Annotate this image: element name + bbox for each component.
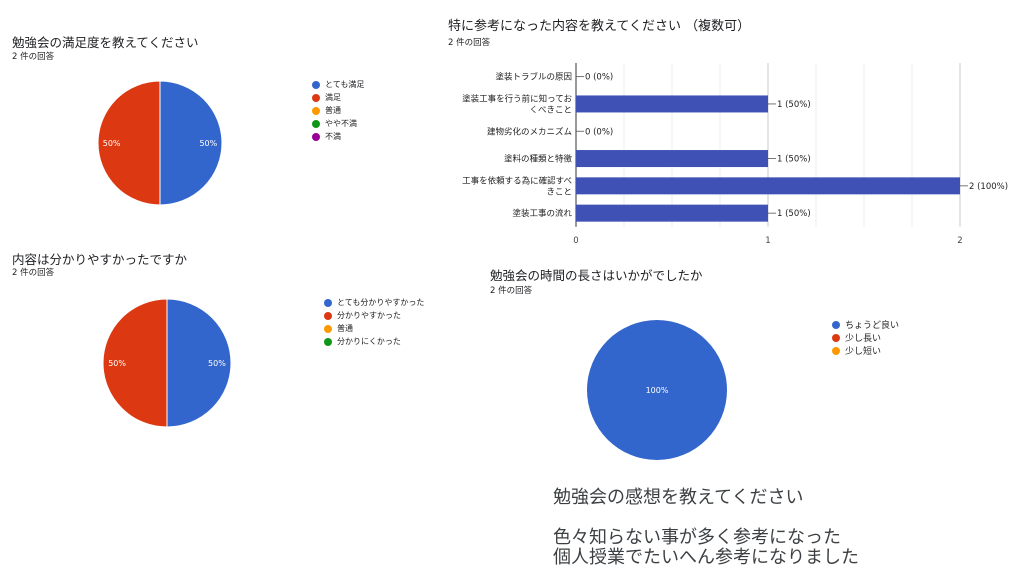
slice-label: 50% — [208, 359, 226, 368]
response-count: 2 件の回答 — [12, 52, 55, 62]
category-label: 建物劣化のメカニズム — [487, 126, 572, 137]
legend-swatch — [832, 333, 840, 342]
pie-slice — [159, 80, 223, 206]
legend-swatch — [324, 337, 332, 346]
legend-item: とても満足 — [312, 78, 364, 91]
chart-title: 勉強会の満足度を教えてください — [12, 35, 199, 50]
response-count: 2 件の回答 — [12, 268, 55, 278]
legend-label: とても分かりやすかった — [337, 298, 425, 307]
legend: とても分かりやすかった 分かりやすかった 普通分かりにくかった — [324, 296, 424, 348]
category-label: 塗料の種類と特徴 — [504, 154, 573, 165]
legend-item: 普通 — [312, 104, 364, 117]
pie-chart-understanding: 50% 50% — [102, 298, 232, 428]
response-count: 2 件の回答 — [448, 38, 491, 48]
comments-heading: 勉強会の感想を教えてください — [553, 487, 804, 508]
slice-label: 50% — [199, 139, 217, 148]
legend-label: 分かりやすかった — [337, 311, 401, 320]
legend-label: 普通 — [325, 106, 341, 115]
bar-chart-topics: 0 1 2 塗装トラブルの原因 0 (0%) 塗装工事を行う前に知っておくべきこと 1 (5… — [462, 63, 1008, 246]
data-label: 0 (0%) — [585, 127, 613, 137]
category-label: 塗装工事を行う前に知っておくべきこと — [462, 93, 572, 115]
data-label: 1 (50%) — [777, 100, 811, 110]
tick-label: 1 — [765, 236, 770, 246]
legend-item: 少し長い — [832, 331, 899, 344]
legend-swatch — [312, 119, 320, 128]
bar — [576, 204, 768, 222]
legend-swatch — [324, 324, 332, 333]
chart-title: 特に参考になった内容を教えてください （複数可） — [448, 19, 751, 34]
legend-label: 不満 — [325, 132, 341, 141]
pie-slice — [587, 320, 727, 460]
legend-item: 満足 — [312, 91, 364, 104]
category-label: 塗装トラブルの原因 — [495, 72, 572, 83]
slice-label: 50% — [108, 359, 126, 368]
legend-item: 分かりやすかった — [324, 309, 424, 322]
legend-item: ちょうど良い — [832, 318, 899, 331]
pie-slice — [97, 80, 161, 206]
legend-label: 少し長い — [845, 334, 882, 344]
category-label: 工事を依頼する為に確認すべきこと — [462, 175, 572, 197]
slice-label: 100% — [646, 386, 669, 395]
data-label: 1 (50%) — [777, 209, 811, 219]
legend-label: やや不満 — [325, 119, 357, 128]
legend-label: とても満足 — [325, 80, 365, 89]
legend-item: とても分かりやすかった — [324, 296, 424, 309]
pie-slice — [102, 298, 168, 428]
legend-label: 分かりにくかった — [337, 337, 401, 346]
data-label: 1 (50%) — [777, 155, 811, 165]
legend-item: 少し短い — [832, 344, 899, 357]
legend-label: 普通 — [337, 324, 353, 333]
chart-title: 勉強会の時間の長さはいかがでしたか — [490, 268, 703, 283]
chart-title: 内容は分かりやすかったですか — [12, 252, 188, 267]
legend-item: 分かりにくかった — [324, 335, 424, 348]
pie-chart-satisfaction: 50% 50% — [97, 80, 223, 206]
category-label: 塗装工事の流れ — [512, 208, 572, 219]
bar — [576, 177, 960, 195]
pie-chart-length: 100% — [587, 320, 727, 460]
data-label: 2 (100%) — [969, 182, 1008, 192]
tick-label: 0 — [573, 236, 578, 246]
legend-item: 普通 — [324, 322, 424, 335]
legend-swatch — [312, 132, 320, 141]
legend: ちょうど良い 少し長い少し短い — [832, 318, 899, 357]
legend-swatch — [324, 298, 332, 307]
legend-label: 少し短い — [845, 347, 882, 357]
legend: とても満足満足普通やや不満不満 — [312, 78, 364, 143]
legend-swatch — [312, 80, 320, 89]
comment-line: 色々知らない事が多く参考になった — [553, 527, 841, 548]
legend-item: 不満 — [312, 130, 364, 143]
legend-label: ちょうど良い — [845, 321, 900, 331]
legend-swatch — [312, 93, 320, 102]
comment-line: 個人授業でたいへん参考になりました — [553, 547, 859, 568]
bar — [576, 150, 768, 168]
bar — [576, 95, 768, 113]
legend-label: 満足 — [325, 93, 341, 102]
pie-slice — [166, 298, 232, 428]
legend-swatch — [832, 320, 840, 329]
response-count: 2 件の回答 — [490, 286, 533, 296]
legend-swatch — [312, 106, 320, 115]
data-label: 0 (0%) — [585, 73, 613, 83]
legend-item: やや不満 — [312, 117, 364, 130]
legend-swatch — [324, 311, 332, 320]
tick-label: 2 — [957, 236, 962, 246]
slice-label: 50% — [103, 139, 121, 148]
legend-swatch — [832, 346, 840, 355]
